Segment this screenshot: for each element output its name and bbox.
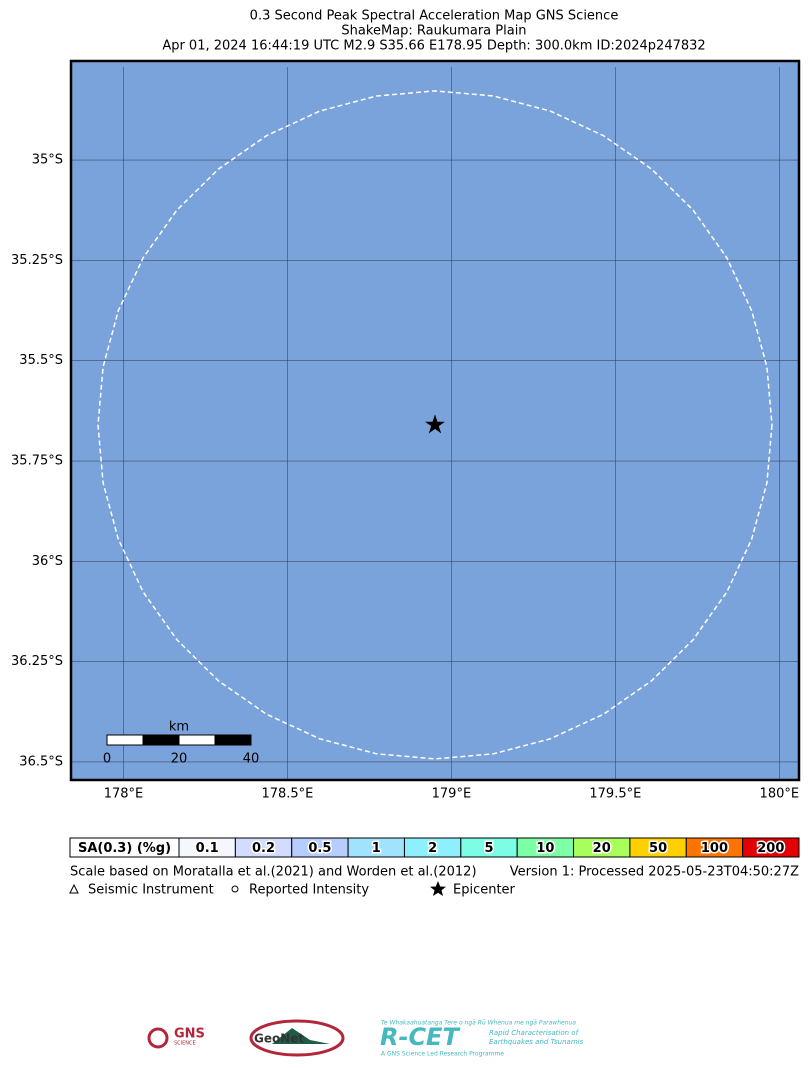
y-tick-label: 35.75°S (11, 454, 63, 469)
x-tick-label: 179°E (432, 787, 472, 802)
legend: SA(0.3) (%g) 0.1 0.2 0.5 1 2 5 10 20 50 100 200 (69, 837, 800, 858)
logo-text: Earthquakes and Tsunamis (489, 1038, 584, 1046)
y-tick-label: 36.5°S (19, 754, 63, 769)
logo-text: GeoNet (254, 1032, 304, 1046)
legend-bin-label: 20 (593, 841, 611, 856)
x-tick-label: 178.5°E (261, 787, 313, 802)
logo-text: Rapid Characterisation of (489, 1029, 580, 1037)
logo-text: Te Whakaahuatanga Tere o ngā Rū Whenua m… (381, 1020, 576, 1027)
symbol-label: Epicenter (453, 883, 516, 898)
geonet-logo: GeoNet (249, 1019, 345, 1057)
logo-text: SCIENCE (174, 1041, 196, 1047)
y-tick-label: 35.5°S (19, 353, 63, 368)
version-note: Version 1: Processed 2025-05-23T04:50:27… (510, 865, 799, 880)
title-line: Apr 01, 2024 16:44:19 UTC M2.9 S35.66 E1… (162, 39, 705, 54)
scale-note: Scale based on Moratalla et al.(2021) an… (70, 865, 477, 880)
map: 178°E 178.5°E 179°E 179.5°E 180°E 35°S 35.25°S… (11, 59, 801, 802)
legend-bin-label: 50 (649, 841, 667, 856)
scale-segment (142, 734, 180, 746)
y-tick-label: 36°S (32, 554, 63, 569)
logo-text: R-CET (380, 1023, 460, 1051)
gns-logo: GNS SCIENCE (147, 1027, 205, 1049)
legend-bin-label: 2 (428, 841, 437, 856)
x-tick-label: 179.5°E (589, 787, 641, 802)
y-tick-label: 35°S (32, 153, 63, 168)
title-line: 0.3 Second Peak Spectral Acceleration Ma… (250, 9, 619, 24)
x-tick-label: 180°E (760, 787, 800, 802)
y-tick-label: 35.25°S (11, 253, 63, 268)
legend-bin-label: 10 (536, 841, 554, 856)
epicenter-icon (430, 881, 446, 896)
scale-segment (214, 734, 252, 746)
legend-bin (742, 837, 800, 858)
rcet-logo: Te Whakaahuatanga Tere o ngā Rū Whenua m… (380, 1020, 584, 1058)
logo-text: GNS (174, 1027, 205, 1042)
legend-bin-label: 100 (701, 841, 728, 856)
x-tick-label: 178°E (104, 787, 144, 802)
scale-unit: km (169, 720, 189, 735)
title-line: ShakeMap: Raukumara Plain (341, 24, 526, 39)
symbol-label: Seismic Instrument (88, 883, 214, 898)
legend-bin-label: 0.5 (308, 841, 331, 856)
intensity-icon (231, 885, 239, 893)
symbol-label: Reported Intensity (249, 883, 369, 898)
legend-bin-label: 0.2 (252, 841, 275, 856)
legend-bin-label: 0.1 (196, 841, 219, 856)
map-frame (69, 59, 801, 782)
legend-bin-label: 200 (757, 841, 784, 856)
scale-label: 0 (103, 752, 111, 767)
scale-segment (106, 734, 144, 746)
instrument-icon (69, 883, 79, 894)
legend-bin-label: 1 (372, 841, 381, 856)
legend-bin-label: 5 (484, 841, 493, 856)
logo-text: A GNS Science Led Research Programme (381, 1051, 504, 1058)
contour (97, 90, 773, 760)
scale-segment (178, 734, 216, 746)
epicenter (425, 414, 445, 434)
y-tick-label: 36.25°S (11, 654, 63, 669)
legend-label: SA(0.3) (%g) (78, 841, 171, 856)
scale-label: 40 (243, 752, 260, 767)
scale-label: 20 (171, 752, 188, 767)
